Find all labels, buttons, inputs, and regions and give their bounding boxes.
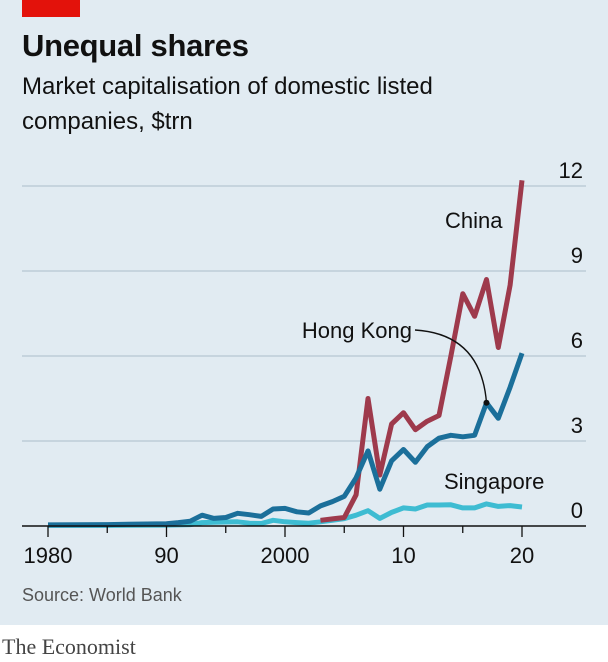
annotation-hong-kong: Hong Kong xyxy=(302,318,412,343)
y-tick-label-3: 3 xyxy=(571,413,583,438)
hong-kong-callout-line xyxy=(414,329,488,403)
series-annotations: China Hong Kong Singapore xyxy=(302,208,544,494)
x-tick-label-2010: 10 xyxy=(391,543,415,568)
y-tick-labels: 0 3 6 9 12 xyxy=(559,158,583,523)
x-tick-label-2020: 20 xyxy=(510,543,534,568)
series-lines xyxy=(47,180,525,528)
source-note: Source: World Bank xyxy=(22,585,182,605)
hong-kong-callout-dot xyxy=(483,399,490,406)
x-tick-label-1980: 1980 xyxy=(24,543,73,568)
x-tick-label-2000: 2000 xyxy=(261,543,310,568)
line-chart: 0 3 6 9 12 1980 90 2000 10 20 China Hong Kong Sing… xyxy=(22,158,586,568)
annotation-singapore: Singapore xyxy=(444,469,544,494)
x-axis xyxy=(22,525,586,537)
y-tick-label-12: 12 xyxy=(559,158,583,183)
chart-subtitle: Market capitalisation of domestic listed… xyxy=(22,73,433,135)
chart-title: Unequal shares xyxy=(22,28,249,63)
y-tick-label-9: 9 xyxy=(571,243,583,268)
series-line-hong-kong xyxy=(47,352,525,528)
x-tick-labels: 1980 90 2000 10 20 xyxy=(24,543,535,568)
publisher-brand: The Economist xyxy=(2,634,136,659)
y-tick-label-0: 0 xyxy=(571,498,583,523)
gridlines xyxy=(22,185,586,442)
x-tick-label-1990: 90 xyxy=(154,543,178,568)
brand-red-tag xyxy=(22,0,80,17)
series-line-china xyxy=(320,180,525,523)
y-tick-label-6: 6 xyxy=(571,328,583,353)
annotation-china: China xyxy=(445,208,503,233)
